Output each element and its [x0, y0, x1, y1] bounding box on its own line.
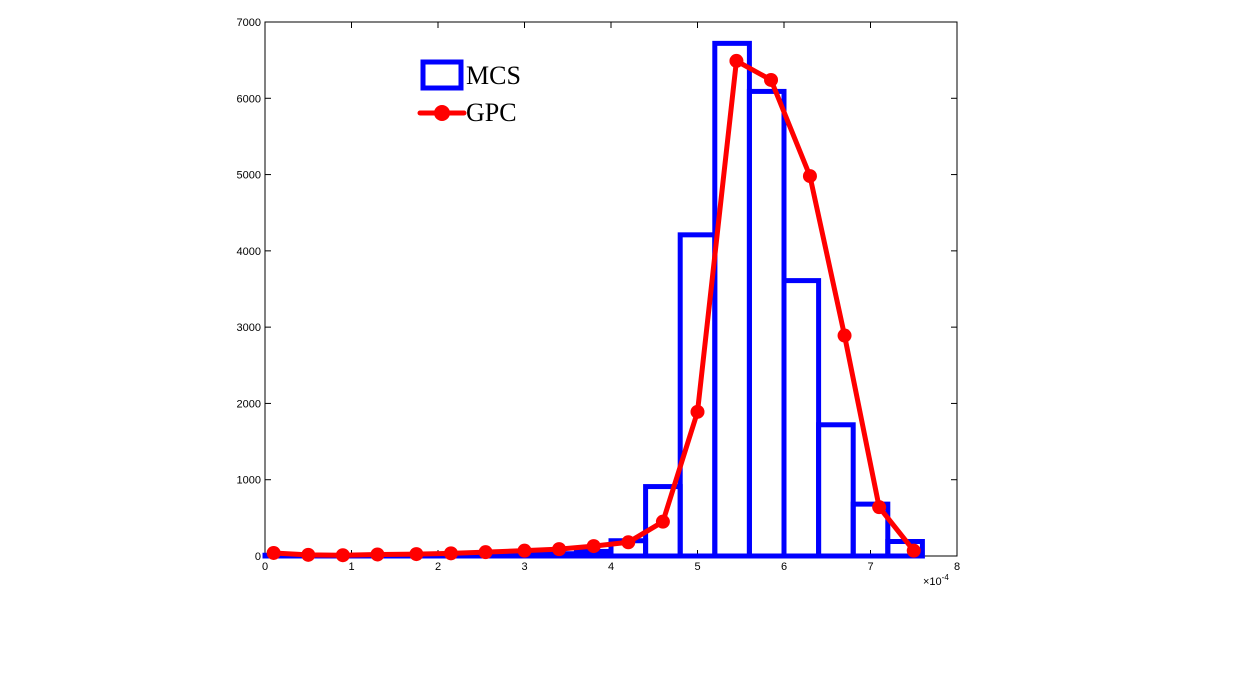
gpc-point	[729, 54, 743, 68]
gpc-point	[656, 515, 670, 529]
y-tick-label: 6000	[237, 93, 261, 105]
y-tick-label: 0	[255, 551, 261, 563]
x-tick-label: 8	[954, 561, 960, 573]
y-tick-label: 4000	[237, 246, 261, 258]
gpc-point	[370, 547, 384, 561]
gpc-point	[301, 548, 315, 562]
legend: MCS GPC	[420, 61, 521, 127]
legend-mcs-label: MCS	[466, 61, 521, 90]
gpc-point	[479, 545, 493, 559]
y-tick-label: 7000	[237, 17, 261, 29]
x-tick-label: 6	[781, 561, 787, 573]
mcs-bar	[749, 91, 784, 556]
legend-gpc-marker	[434, 105, 450, 121]
x-tick-label: 1	[348, 561, 354, 573]
gpc-point	[267, 546, 281, 560]
gpc-point	[691, 405, 705, 419]
y-tick-label: 5000	[237, 170, 261, 182]
y-tick-label: 2000	[237, 398, 261, 410]
gpc-point	[764, 73, 778, 87]
y-tick-label: 3000	[237, 322, 261, 334]
gpc-line-series	[267, 54, 921, 562]
mcs-bar	[819, 425, 854, 556]
legend-mcs-swatch	[423, 62, 461, 88]
gpc-point	[409, 547, 423, 561]
gpc-point	[621, 535, 635, 549]
x-tick-label: 4	[608, 561, 614, 573]
mcs-bar	[784, 281, 819, 556]
x-tick-label: 2	[435, 561, 441, 573]
gpc-point	[518, 544, 532, 558]
mcs-bars	[265, 43, 922, 556]
legend-gpc-label: GPC	[466, 98, 517, 127]
x-tick-label: 7	[867, 561, 873, 573]
x-exponent-label: ×10-4	[923, 573, 949, 588]
y-tick-label: 1000	[237, 475, 261, 487]
gpc-point	[838, 329, 852, 343]
x-tick-label: 3	[521, 561, 527, 573]
gpc-point	[444, 546, 458, 560]
x-tick-label: 5	[694, 561, 700, 573]
gpc-point	[552, 542, 566, 556]
gpc-point	[872, 500, 886, 514]
x-tick-label: 0	[262, 561, 268, 573]
gpc-point	[587, 539, 601, 553]
gpc-point	[803, 169, 817, 183]
gpc-point	[907, 544, 921, 558]
